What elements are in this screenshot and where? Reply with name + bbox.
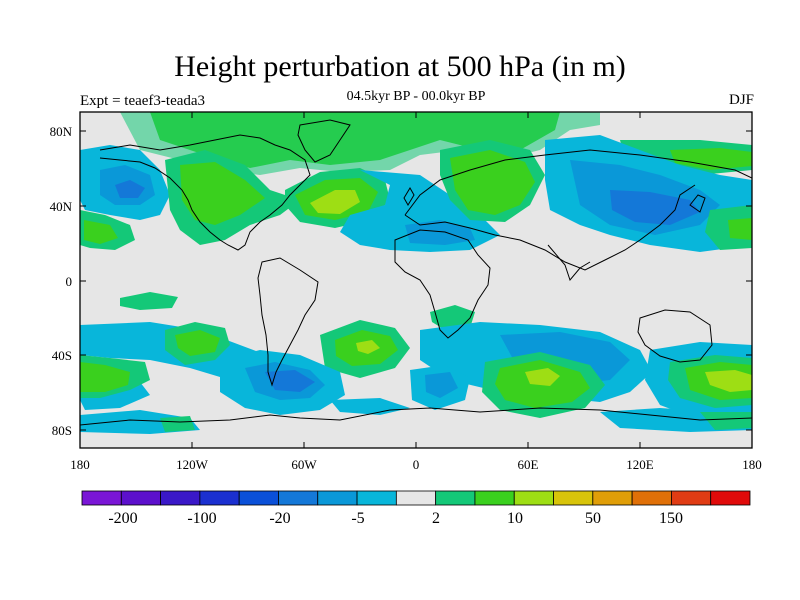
contour-positive: [705, 370, 752, 392]
colorbar-swatch: [317, 490, 358, 506]
colorbar-label: -200: [108, 510, 137, 527]
colorbar-swatch: [278, 490, 319, 506]
contour-positive: [160, 416, 195, 432]
contour-positive: [700, 412, 752, 430]
lat-tick-label: 80S: [52, 423, 72, 438]
lon-tick-labels: 180 120W 60W 0 60E 120E 180: [70, 457, 762, 472]
coastline-eurasia: [404, 149, 752, 271]
coastlines: [80, 119, 752, 426]
lat-tick-labels: 80N 40N 0 40S 80S: [50, 124, 73, 438]
colorbar-label: 10: [507, 510, 523, 527]
coastline-japan: [689, 194, 706, 213]
lat-tick-label: 0: [66, 274, 73, 289]
coastline-africa: [394, 229, 491, 339]
colorbar-swatch: [356, 490, 397, 506]
map-subtitle: 04.5kyr BP - 00.0kyr BP: [346, 89, 486, 104]
contour-positive: [670, 148, 752, 170]
colorbar-swatch: [553, 490, 594, 506]
colorbar-swatch: [592, 490, 633, 506]
coastline-south-america: [257, 257, 319, 387]
colorbar-labels: -200 -100 -20 -5 2 10 50 150: [108, 510, 683, 527]
colorbar-label: 2: [432, 510, 440, 527]
colorbar: [81, 490, 751, 506]
colorbar-swatch: [199, 490, 240, 506]
coastline-uk: [403, 187, 415, 206]
colorbar-swatch: [474, 490, 515, 506]
contour-positive: [120, 112, 600, 175]
axis-ticks: [79, 112, 753, 448]
contour-positive: [80, 362, 130, 392]
lat-tick-label: 40N: [50, 199, 73, 214]
colorbar-swatch: [710, 490, 751, 506]
lon-tick-label: 60E: [518, 457, 539, 472]
contour-positive: [728, 218, 752, 240]
contour-positive: [180, 162, 265, 225]
contour-positive: [450, 150, 535, 215]
map-title: Height perturbation at 500 hPa (in m): [174, 50, 626, 83]
coastline-antarctica: [80, 407, 752, 426]
lon-tick-label: 180: [70, 457, 90, 472]
lon-tick-label: 180: [742, 457, 762, 472]
lat-tick-label: 40S: [52, 348, 72, 363]
contour-negative: [330, 398, 410, 415]
lon-tick-label: 120E: [626, 457, 654, 472]
contour-positive: [310, 190, 360, 214]
colorbar-swatch: [435, 490, 476, 506]
lat-tick-label: 80N: [50, 124, 73, 139]
contour-positive: [175, 330, 220, 356]
colorbar-label: -20: [269, 510, 290, 527]
colorbar-swatch: [671, 490, 712, 506]
coastline-north-america: [99, 134, 311, 251]
coastline-greenland: [297, 119, 351, 163]
colorbar-swatch: [395, 490, 437, 506]
colorbar-swatch: [81, 490, 122, 506]
contour-positive: [84, 220, 118, 244]
colorbar-swatch: [631, 490, 672, 506]
colorbar-swatch: [238, 490, 279, 506]
experiment-label: Expt = teaef3-teada3: [80, 93, 206, 109]
coastline-australia: [637, 309, 713, 363]
contour-positive: [356, 340, 380, 354]
colorbar-swatch: [160, 490, 201, 506]
colorbar-label: 50: [585, 510, 601, 527]
lon-tick-label: 0: [413, 457, 420, 472]
colorbar-label: 150: [659, 510, 683, 527]
contour-fields: [80, 112, 752, 434]
contour-negative: [425, 372, 458, 398]
contour-negative: [115, 180, 145, 198]
colorbar-label: -100: [187, 510, 216, 527]
lon-tick-label: 120W: [176, 457, 209, 472]
colorbar-swatch: [513, 490, 554, 506]
contour-positive: [525, 368, 560, 386]
contour-negative: [610, 190, 700, 225]
coastline-india: [547, 244, 591, 282]
season-label: DJF: [728, 92, 754, 108]
contour-positive: [120, 292, 178, 310]
contour-negative: [265, 370, 315, 392]
contour-negative: [405, 220, 475, 245]
colorbar-label: -5: [351, 510, 364, 527]
lon-tick-label: 60W: [291, 457, 317, 472]
colorbar-swatch: [120, 490, 161, 506]
